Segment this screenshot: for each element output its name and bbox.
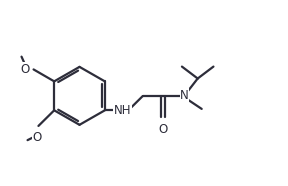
Text: O: O — [21, 63, 30, 76]
Text: O: O — [159, 123, 168, 136]
Text: O: O — [32, 131, 42, 144]
Text: NH: NH — [114, 104, 131, 117]
Text: N: N — [180, 89, 189, 102]
